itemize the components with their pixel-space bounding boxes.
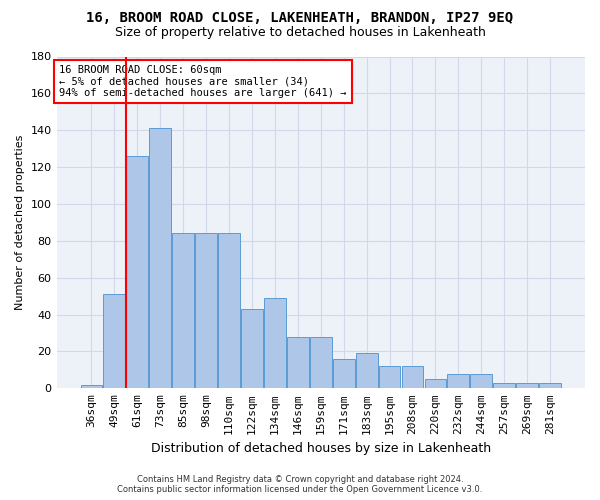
X-axis label: Distribution of detached houses by size in Lakenheath: Distribution of detached houses by size … (151, 442, 491, 455)
Bar (103, 294, 125, 388)
Bar (195, 234, 217, 388)
Bar (448, 374, 469, 388)
Bar (470, 374, 492, 388)
Bar (80, 384, 103, 388)
Bar (218, 234, 240, 388)
Text: Size of property relative to detached houses in Lakenheath: Size of property relative to detached ho… (115, 26, 485, 39)
Bar (241, 309, 263, 388)
Bar (172, 234, 194, 388)
Bar (310, 336, 332, 388)
Text: 16, BROOM ROAD CLOSE, LAKENHEATH, BRANDON, IP27 9EQ: 16, BROOM ROAD CLOSE, LAKENHEATH, BRANDO… (86, 12, 514, 26)
Bar (401, 366, 424, 388)
Bar (539, 383, 561, 388)
Bar (356, 354, 377, 388)
Bar (149, 128, 171, 388)
Bar (493, 383, 515, 388)
Bar (264, 298, 286, 388)
Text: Contains HM Land Registry data © Crown copyright and database right 2024.
Contai: Contains HM Land Registry data © Crown c… (118, 474, 482, 494)
Bar (287, 336, 309, 388)
Bar (333, 359, 355, 388)
Bar (516, 383, 538, 388)
Bar (425, 379, 446, 388)
Bar (127, 156, 148, 388)
Y-axis label: Number of detached properties: Number of detached properties (15, 134, 25, 310)
Text: 16 BROOM ROAD CLOSE: 60sqm
← 5% of detached houses are smaller (34)
94% of semi-: 16 BROOM ROAD CLOSE: 60sqm ← 5% of detac… (59, 65, 347, 98)
Bar (379, 366, 400, 388)
